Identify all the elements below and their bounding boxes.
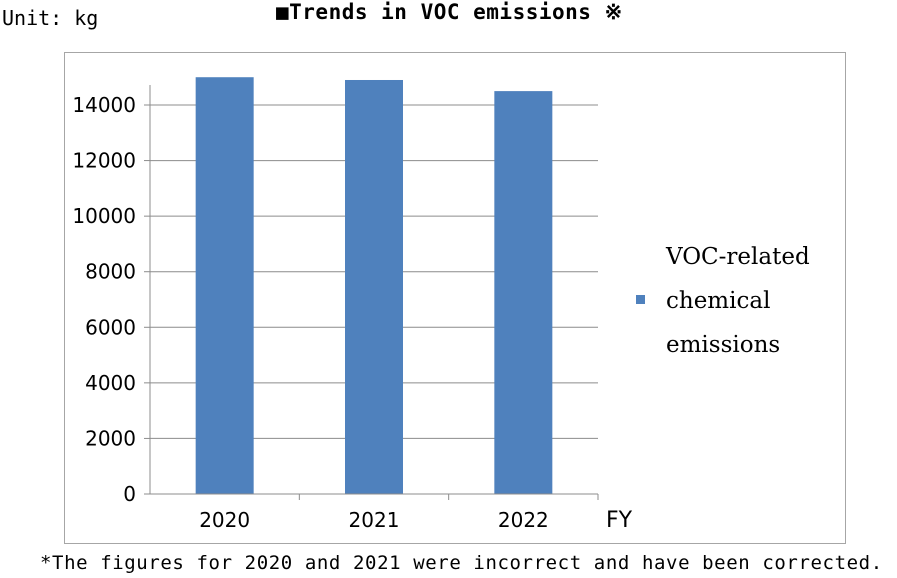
legend-label: emissions — [666, 332, 780, 358]
legend-label: chemical — [666, 288, 770, 314]
unit-label: Unit: kg — [2, 6, 99, 30]
y-tick-label: 14000 — [72, 93, 136, 117]
x-tick-labels: 2020 2021 2022 — [199, 508, 549, 532]
y-tick-label: 0 — [123, 482, 136, 506]
chart-frame — [64, 52, 846, 544]
y-tick-labels: 0 2000 4000 6000 8000 10000 12000 14000 — [72, 93, 136, 506]
bar — [494, 91, 553, 494]
axes — [149, 85, 599, 500]
y-tick-label: 4000 — [85, 371, 136, 395]
x-axis-label: FY — [606, 508, 633, 533]
y-tick-label: 6000 — [85, 315, 136, 339]
bars — [195, 77, 553, 494]
y-tick-label: 12000 — [72, 149, 136, 173]
x-tick-label: 2022 — [498, 508, 549, 532]
y-tick-label: 2000 — [85, 426, 136, 450]
y-tick-label: 8000 — [85, 260, 136, 284]
x-tick-label: 2021 — [349, 508, 400, 532]
x-tick-label: 2020 — [199, 508, 250, 532]
bar — [345, 79, 403, 494]
legend-label: VOC-related — [665, 244, 810, 270]
chart-title: ■Trends in VOC emissions ※ — [276, 0, 623, 24]
bar — [195, 77, 254, 494]
legend-swatch — [636, 295, 645, 304]
legend: VOC-related chemical emissions — [636, 244, 810, 358]
y-tick-label: 10000 — [72, 204, 136, 228]
footnote: *The figures for 2020 and 2021 were inco… — [40, 552, 883, 574]
